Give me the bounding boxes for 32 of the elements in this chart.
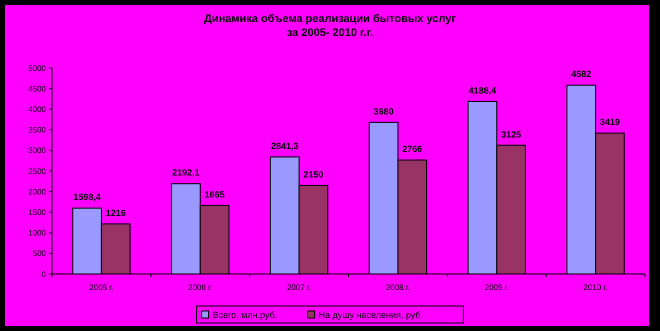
chart-title: Динамика объема реализации бытовых услуг за 2005- 2010 г.г. bbox=[204, 13, 456, 39]
y-tick-label: 500 bbox=[32, 249, 47, 258]
y-tick-label: 4000 bbox=[28, 105, 47, 114]
x-tick-label: 2008 г. bbox=[386, 283, 410, 292]
y-tick-label: 1000 bbox=[28, 228, 47, 238]
data-label: 4582 bbox=[571, 69, 592, 80]
legend-label: Всего, млн.руб. bbox=[212, 310, 278, 320]
y-tick-label: 1500 bbox=[28, 208, 47, 217]
x-tick-label: 2005 г. bbox=[89, 283, 114, 292]
data-label: 2150 bbox=[303, 169, 324, 180]
y-tick-label: 0 bbox=[42, 270, 47, 279]
data-label: 3125 bbox=[501, 129, 522, 140]
x-tick-label: 2009 г. bbox=[484, 283, 509, 292]
data-label: 1216 bbox=[106, 208, 126, 218]
data-label: 1665 bbox=[204, 189, 225, 200]
y-tick-label: 5000 bbox=[28, 64, 47, 73]
data-label: 4188,4 bbox=[468, 85, 496, 96]
data-label: 2766 bbox=[402, 144, 422, 154]
data-label: 3419 bbox=[600, 117, 620, 128]
y-tick-label: 3500 bbox=[28, 126, 47, 135]
y-tick-label: 2500 bbox=[28, 166, 47, 176]
x-tick-label: 2006 г. bbox=[188, 283, 212, 292]
data-label: 2192,1 bbox=[172, 168, 200, 178]
legend-label: На душу населения, руб. bbox=[318, 310, 424, 320]
data-label: 2841,3 bbox=[270, 140, 299, 151]
y-tick-label: 3000 bbox=[28, 146, 47, 156]
x-tick-label: 2010 г. bbox=[583, 283, 608, 292]
data-label: 1598,4 bbox=[73, 192, 101, 202]
y-tick-label: 2000 bbox=[28, 187, 47, 196]
y-tick-label: 4500 bbox=[28, 84, 47, 94]
data-label: 3680 bbox=[374, 106, 394, 116]
x-tick-label: 2007 г. bbox=[286, 283, 312, 292]
